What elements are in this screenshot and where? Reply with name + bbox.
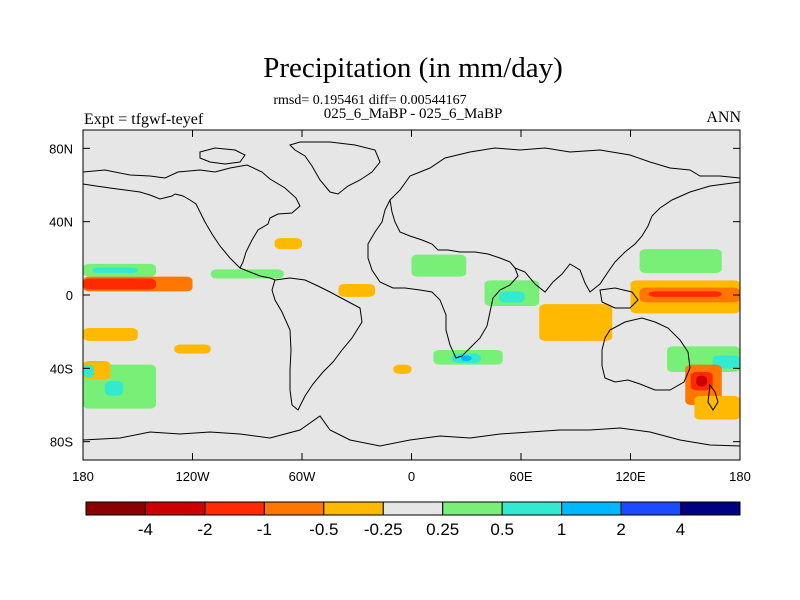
colorbar-label: 4 bbox=[676, 520, 685, 539]
central-america-west-coast bbox=[174, 193, 241, 269]
australia-coast bbox=[601, 317, 691, 391]
antarctica-coast bbox=[82, 415, 741, 447]
colorbar-swatch bbox=[263, 501, 325, 516]
colorbar-label: 0.5 bbox=[490, 520, 514, 539]
anomaly-region bbox=[712, 355, 740, 369]
arctic-islands-coast bbox=[199, 147, 246, 165]
plot-title: Precipitation (in mm/day) bbox=[263, 52, 563, 84]
colorbar-swatch bbox=[501, 501, 563, 516]
x-tick-label: 180 bbox=[72, 469, 94, 484]
anomaly-region bbox=[83, 328, 138, 341]
colorbar-label: -1 bbox=[257, 520, 272, 539]
north-america-coast bbox=[82, 164, 301, 281]
anomaly-region bbox=[694, 395, 740, 420]
colorbar-swatch bbox=[442, 501, 503, 516]
eurasia-north-coast bbox=[389, 147, 741, 201]
x-tick-label: 120E bbox=[615, 469, 646, 484]
expt-label: Expt = tfgwf-teyef bbox=[84, 111, 204, 128]
anomaly-region bbox=[174, 344, 211, 354]
anomaly-region bbox=[83, 364, 94, 378]
colorbar-swatch bbox=[85, 501, 146, 516]
anomaly-region bbox=[648, 291, 722, 297]
anomaly-region bbox=[274, 238, 302, 250]
anomaly-region bbox=[696, 375, 708, 387]
colorbar-swatch bbox=[144, 501, 206, 516]
experiment-names: 025_6_MaBP - 025_6_MaBP bbox=[323, 106, 503, 122]
stats-line: rmsd= 0.195461 diff= 0.00544167 bbox=[273, 93, 467, 108]
y-tick-label: 0 bbox=[66, 288, 73, 303]
y-tick-label: 40S bbox=[50, 361, 73, 376]
colorbar-label: 1 bbox=[557, 520, 566, 539]
colorbar-swatch bbox=[204, 501, 265, 516]
anomaly-region bbox=[83, 278, 156, 290]
x-tick-label: 120W bbox=[176, 469, 211, 484]
colorbar-label: -2 bbox=[197, 520, 212, 539]
anomaly-region bbox=[639, 249, 722, 273]
colorbar-swatch bbox=[620, 501, 682, 516]
y-axis-ticks: 80N 40N 0 40S 80S bbox=[49, 141, 740, 450]
south-america-coast bbox=[271, 277, 363, 411]
anomaly-region bbox=[210, 269, 284, 279]
colorbar-label: 2 bbox=[616, 520, 625, 539]
anomaly-region bbox=[539, 304, 613, 341]
anomaly-region bbox=[393, 364, 412, 374]
map-area: 180 120W 60W 0 60E 120E 180 80N 40N 0 40S 80S bbox=[49, 129, 751, 484]
anomaly-region bbox=[460, 355, 472, 361]
y-tick-label: 40N bbox=[49, 215, 73, 230]
europe-africa-coast bbox=[367, 198, 519, 359]
colorbar-swatch bbox=[680, 501, 741, 516]
alaska-coast bbox=[82, 183, 176, 200]
colorbar-swatch bbox=[382, 501, 444, 516]
colorbar-label: -4 bbox=[138, 520, 153, 539]
colorbar-label: 0.25 bbox=[426, 520, 459, 539]
anomaly-region bbox=[411, 254, 467, 277]
colorbar-swatch bbox=[561, 501, 622, 516]
colorbar-swatch bbox=[323, 501, 384, 516]
anomaly-region bbox=[499, 291, 525, 303]
x-tick-label: 60E bbox=[509, 469, 532, 484]
colorbar: -4 -2 -1 -0.5 -0.25 0.25 0.5 1 2 4 bbox=[85, 501, 741, 539]
coastline-layer bbox=[82, 141, 741, 447]
x-tick-label: 180 bbox=[729, 469, 751, 484]
maritime-continent-coast bbox=[599, 287, 639, 309]
x-axis-ticks: 180 120W 60W 0 60E 120E 180 bbox=[72, 130, 751, 484]
new-zealand-coast bbox=[707, 383, 719, 411]
greenland-coast bbox=[289, 141, 381, 195]
x-tick-label: 0 bbox=[408, 469, 415, 484]
anomaly-region bbox=[104, 381, 124, 396]
anomaly-region bbox=[338, 284, 375, 297]
anomaly-region bbox=[92, 267, 138, 273]
colorbar-label: -0.5 bbox=[309, 520, 338, 539]
y-tick-label: 80N bbox=[49, 141, 73, 156]
anomaly-layer bbox=[83, 238, 740, 420]
asia-south-coast bbox=[514, 181, 741, 293]
season-label: ANN bbox=[706, 109, 741, 126]
y-tick-label: 80S bbox=[50, 435, 73, 450]
x-tick-label: 60W bbox=[289, 469, 316, 484]
colorbar-label: -0.25 bbox=[364, 520, 403, 539]
